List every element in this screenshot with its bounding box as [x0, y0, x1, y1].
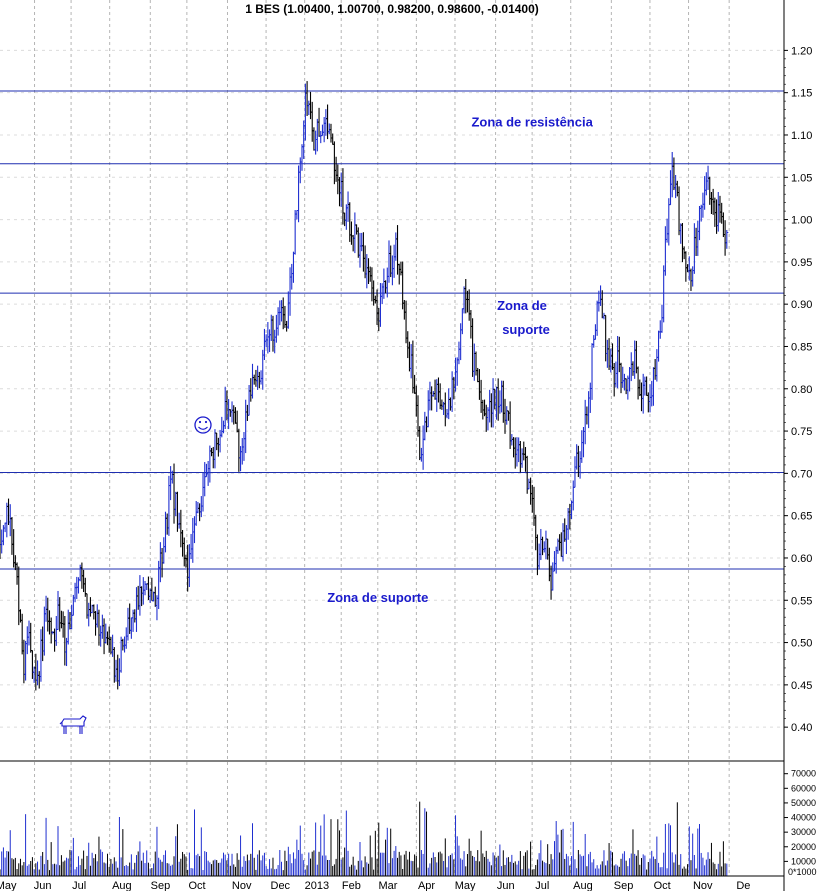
bull-icon: [59, 715, 87, 734]
price-tick-label: 0.60: [791, 553, 812, 565]
x-tick-label: Nov: [693, 880, 713, 891]
volume-tick-label: 70000: [791, 769, 816, 779]
x-axis-ticks: May Jun Jul Aug Sep Oct Nov Dec 2013 Feb Mar Apr May…: [0, 880, 750, 891]
x-tick-label: Nov: [232, 880, 252, 891]
x-tick-label: Jun: [497, 880, 515, 891]
vertical-grid: [34, 0, 730, 876]
price-tick-label: 0.55: [791, 595, 812, 607]
price-tick-label: 0.75: [791, 426, 812, 438]
x-tick-label: Dec: [271, 880, 291, 891]
smiley-icon: [194, 416, 212, 434]
price-tick-label: 0.85: [791, 341, 812, 353]
annotation-label: suporte: [502, 322, 550, 337]
volume-bars: [0, 801, 728, 876]
x-tick-label: Sep: [151, 880, 171, 891]
x-tick-label: Jul: [535, 880, 549, 891]
price-tick-label: 1.15: [791, 88, 812, 100]
price-tick-label: 1.05: [791, 172, 812, 184]
x-tick-label: Mar: [378, 880, 397, 891]
price-tick-label: 1.00: [791, 215, 812, 227]
volume-tick-label: 10000: [791, 856, 816, 866]
price-tick-label: 0.50: [791, 638, 812, 650]
volume-bottom-tick: 0*1000: [788, 867, 817, 877]
annotation-label: Zona de: [497, 298, 547, 313]
volume-tick-label: 30000: [791, 827, 816, 837]
annotation-label: Zona de suporte: [327, 590, 428, 605]
price-axis-ticks: 0.40 0.45 0.50 0.55 0.60 0.65 0.70 0.75 0.80 0.85…: [784, 45, 812, 734]
x-tick-label: Aug: [112, 880, 132, 891]
price-tick-label: 1.20: [791, 45, 812, 57]
volume-tick-label: 50000: [791, 798, 816, 808]
x-tick-label: Apr: [418, 880, 435, 891]
x-tick-label: Oct: [654, 880, 671, 891]
annotation-label: Zona de resistência: [471, 115, 593, 130]
support-resistance-lines: [0, 90, 784, 570]
chart-annotations: Zona de resistência Zona de suporte Zona de…: [327, 115, 593, 605]
price-bars: [0, 81, 729, 691]
x-tick-label: De: [736, 880, 750, 891]
price-tick-label: 0.40: [791, 722, 812, 734]
x-tick-label: Feb: [342, 880, 361, 891]
x-tick-label: 2013: [305, 880, 329, 891]
price-tick-label: 0.80: [791, 384, 812, 396]
price-tick-label: 0.65: [791, 511, 812, 523]
volume-axis-ticks: 70000 60000 50000 40000 30000 20000 100000*100…: [784, 769, 817, 877]
price-tick-label: 0.45: [791, 680, 812, 692]
x-tick-label: Oct: [188, 880, 205, 891]
price-tick-label: 0.70: [791, 468, 812, 480]
price-tick-label: 1.10: [791, 130, 812, 142]
chart-title: 1 BES (1.00400, 1.00700, 0.98200, 0.9860…: [245, 2, 539, 16]
price-tick-label: 0.95: [791, 257, 812, 269]
volume-tick-label: 40000: [791, 813, 816, 823]
volume-tick-label: 20000: [791, 842, 816, 852]
x-tick-label: Jun: [34, 880, 52, 891]
price-tick-label: 0.90: [791, 299, 812, 311]
x-tick-label: Aug: [573, 880, 593, 891]
x-tick-label: Sep: [614, 880, 634, 891]
volume-tick-label: 60000: [791, 783, 816, 793]
x-tick-label: Jul: [72, 880, 86, 891]
x-tick-label: May: [0, 880, 17, 891]
x-tick-label: May: [455, 880, 476, 891]
